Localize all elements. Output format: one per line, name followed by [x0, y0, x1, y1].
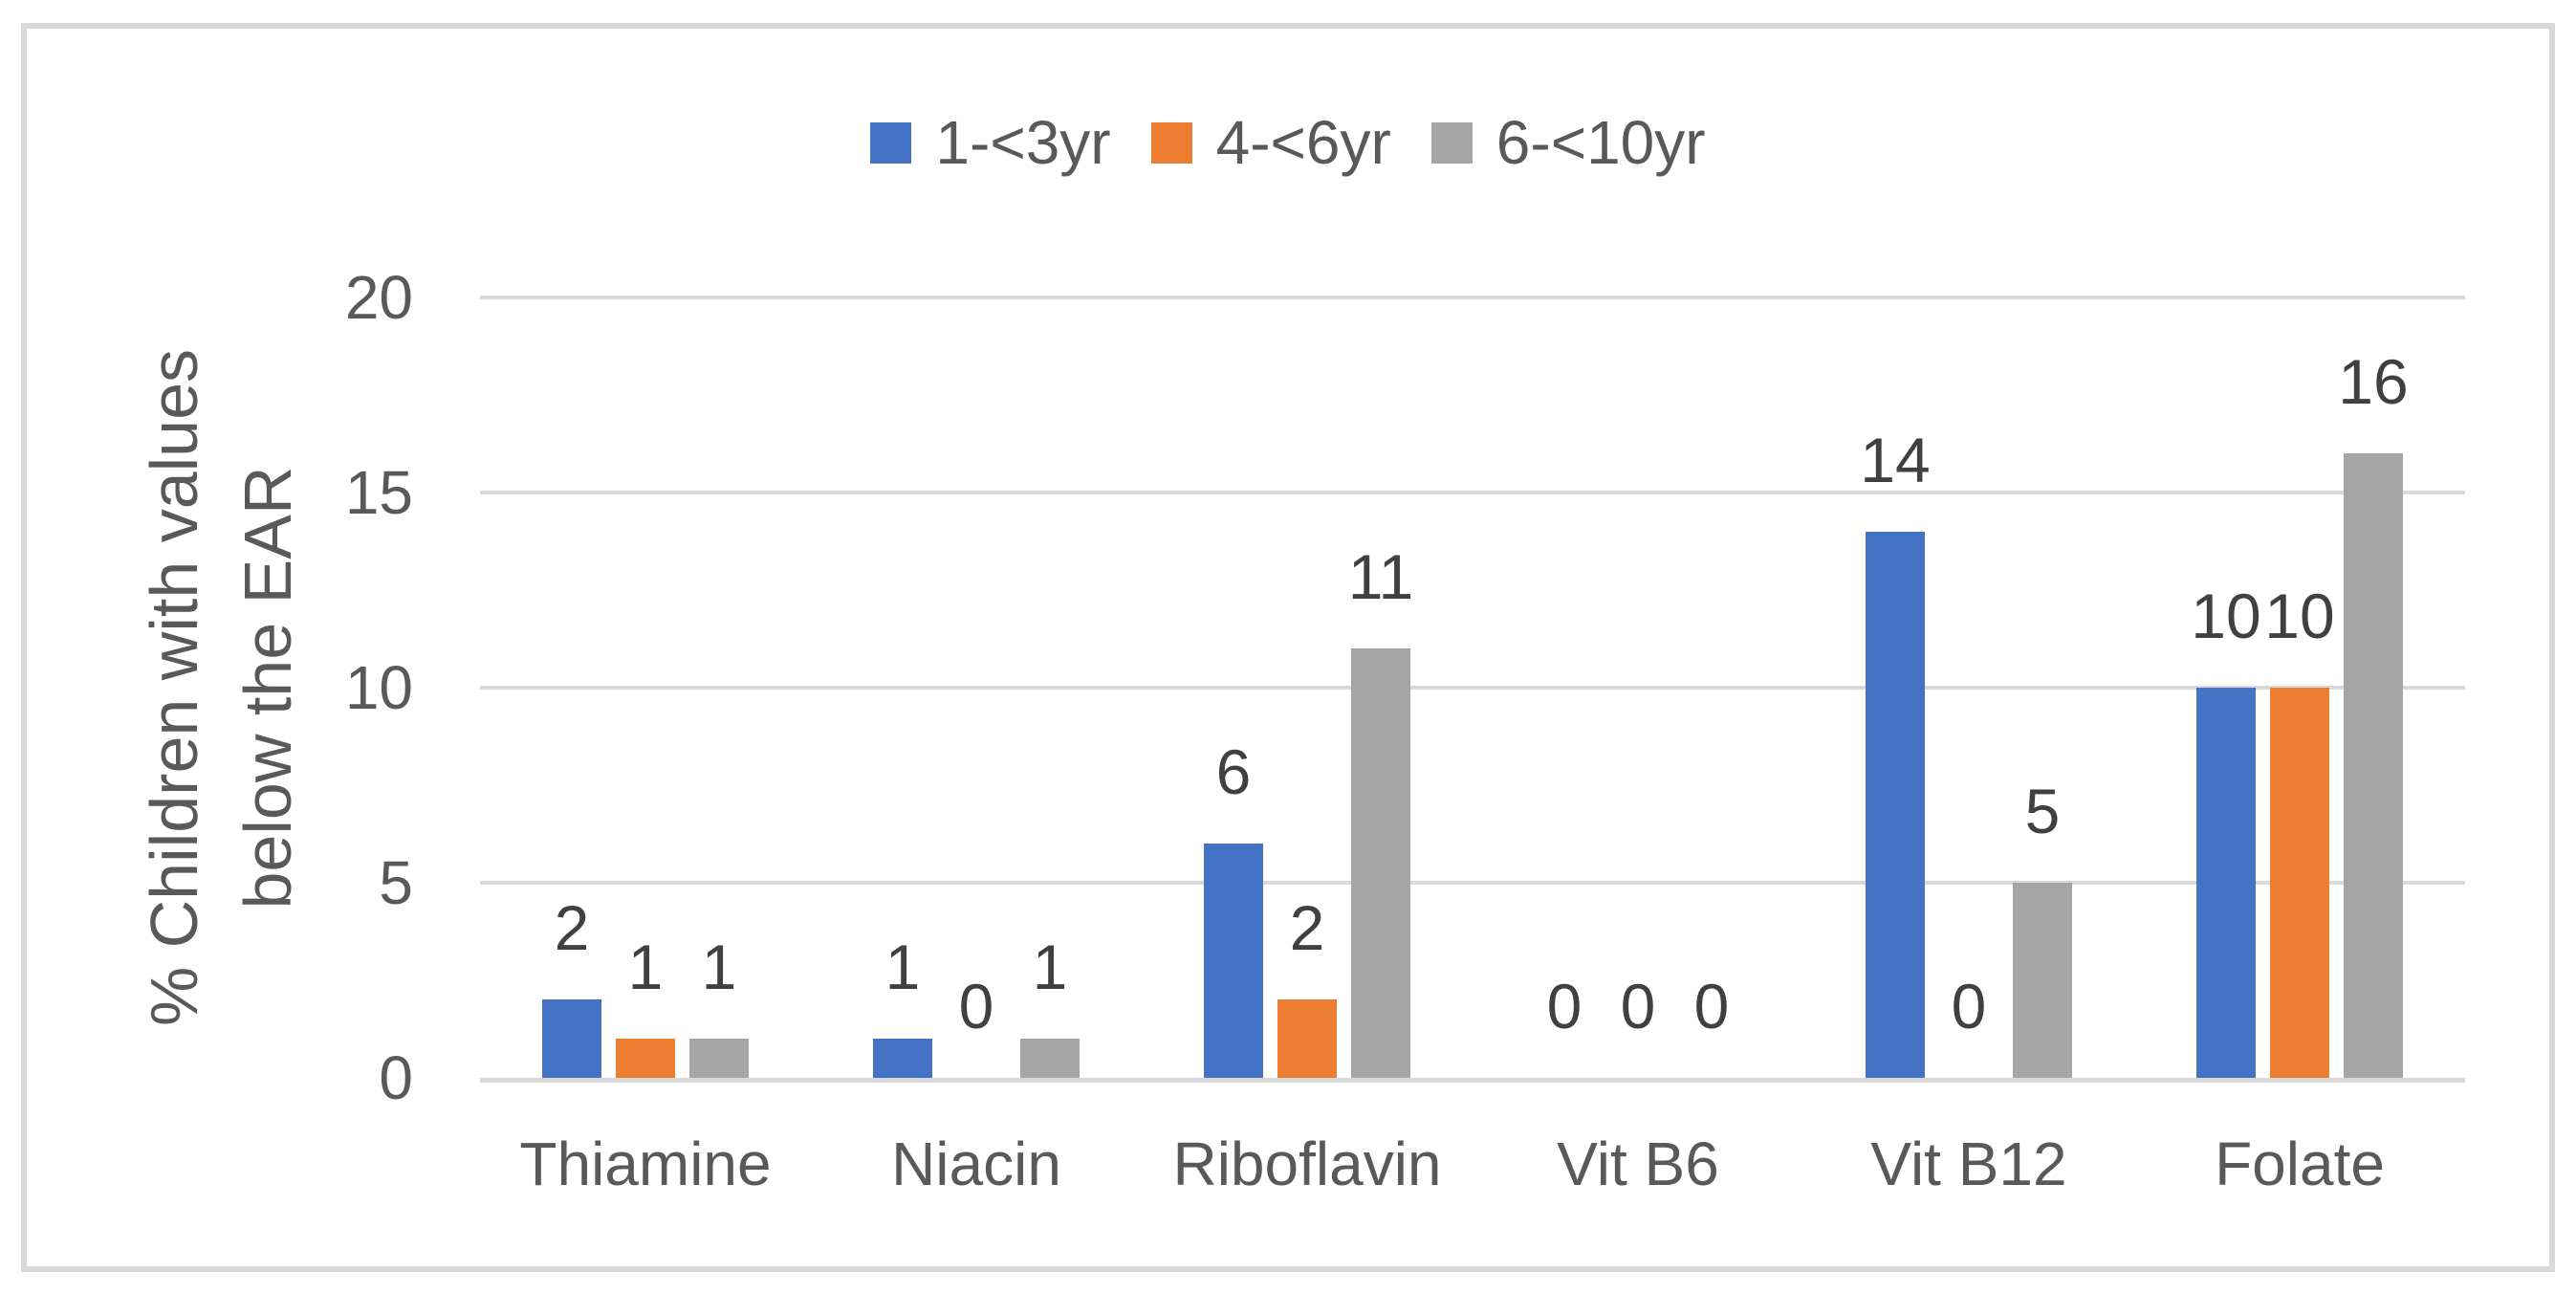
bar [1351, 648, 1410, 1078]
bar [873, 1039, 932, 1078]
gridline [480, 491, 2465, 494]
bar [2196, 688, 2256, 1078]
bar-value-label: 1 [627, 932, 664, 1003]
bar-value-label: 14 [1860, 424, 1931, 495]
gridline [480, 881, 2465, 885]
x-axis-category-label: Folate [2215, 1130, 2385, 1198]
bar-value-label: 0 [1620, 971, 1656, 1042]
legend-item: 6-<10yr [1430, 107, 1706, 178]
bar-value-label: 10 [2264, 581, 2335, 651]
legend-item: 4-<6yr [1150, 107, 1391, 178]
legend-item: 1-<3yr [870, 107, 1111, 178]
legend-swatch-icon [870, 121, 912, 164]
y-axis-tick-label: 0 [379, 1043, 413, 1112]
bar [2344, 453, 2403, 1078]
bar [689, 1039, 749, 1078]
legend-label: 4-<6yr [1215, 108, 1391, 177]
bar [1277, 999, 1337, 1078]
bar [1866, 531, 1925, 1078]
bar-value-label: 11 [1347, 541, 1414, 613]
bar-value-label: 16 [2338, 346, 2409, 418]
x-axis-line [480, 1078, 2465, 1083]
x-axis-category-label: Vit B12 [1870, 1130, 2067, 1198]
legend-swatch-icon [1430, 121, 1473, 164]
gridline [480, 296, 2465, 299]
category-group: 14 0 5 [1803, 297, 2134, 1078]
bar-value-label: 1 [1032, 932, 1068, 1003]
bar-value-label: 10 [2191, 581, 2261, 651]
y-axis-tick-label: 20 [344, 263, 413, 332]
bar [1020, 1039, 1080, 1078]
bar-value-label: 1 [701, 932, 737, 1003]
bar-value-label: 1 [884, 932, 921, 1003]
bar-value-label: 0 [1951, 971, 1987, 1042]
plot-area: 2 1 1 1 0 1 6 2 11 0 0 0 14 0 5 10 10 16 [480, 296, 2465, 1083]
y-axis-tick-label: 5 [379, 848, 413, 917]
bar-value-label: 2 [554, 892, 590, 964]
x-axis-category-label: Thiamine [519, 1130, 772, 1198]
category-group: 6 2 11 [1142, 297, 1473, 1078]
y-axis-tick-label: 10 [344, 653, 413, 722]
bar [616, 1039, 675, 1078]
bar [1204, 844, 1263, 1078]
bar [2270, 688, 2329, 1078]
legend-label: 6-<10yr [1495, 108, 1706, 177]
bar-value-label: 2 [1289, 892, 1325, 964]
chart-legend: 1-<3yr 4-<6yr 6-<10yr [0, 108, 2576, 177]
bar-value-label: 0 [1693, 971, 1730, 1042]
bar [542, 999, 601, 1078]
x-axis-category-label: Riboflavin [1172, 1130, 1442, 1198]
bar-value-label: 0 [1546, 971, 1583, 1042]
category-group: 10 10 16 [2134, 297, 2465, 1078]
legend-swatch-icon [1150, 121, 1192, 164]
y-axis-tick-label: 15 [344, 458, 413, 527]
bar-value-label: 0 [958, 971, 994, 1042]
x-axis-category-label: Niacin [891, 1130, 1061, 1198]
gridline [480, 686, 2465, 690]
bar-value-label: 5 [2024, 776, 2061, 846]
x-axis-category-label: Vit B6 [1557, 1130, 1719, 1198]
bar-value-label: 6 [1215, 736, 1252, 808]
legend-label: 1-<3yr [935, 108, 1111, 177]
bar [2013, 883, 2072, 1078]
